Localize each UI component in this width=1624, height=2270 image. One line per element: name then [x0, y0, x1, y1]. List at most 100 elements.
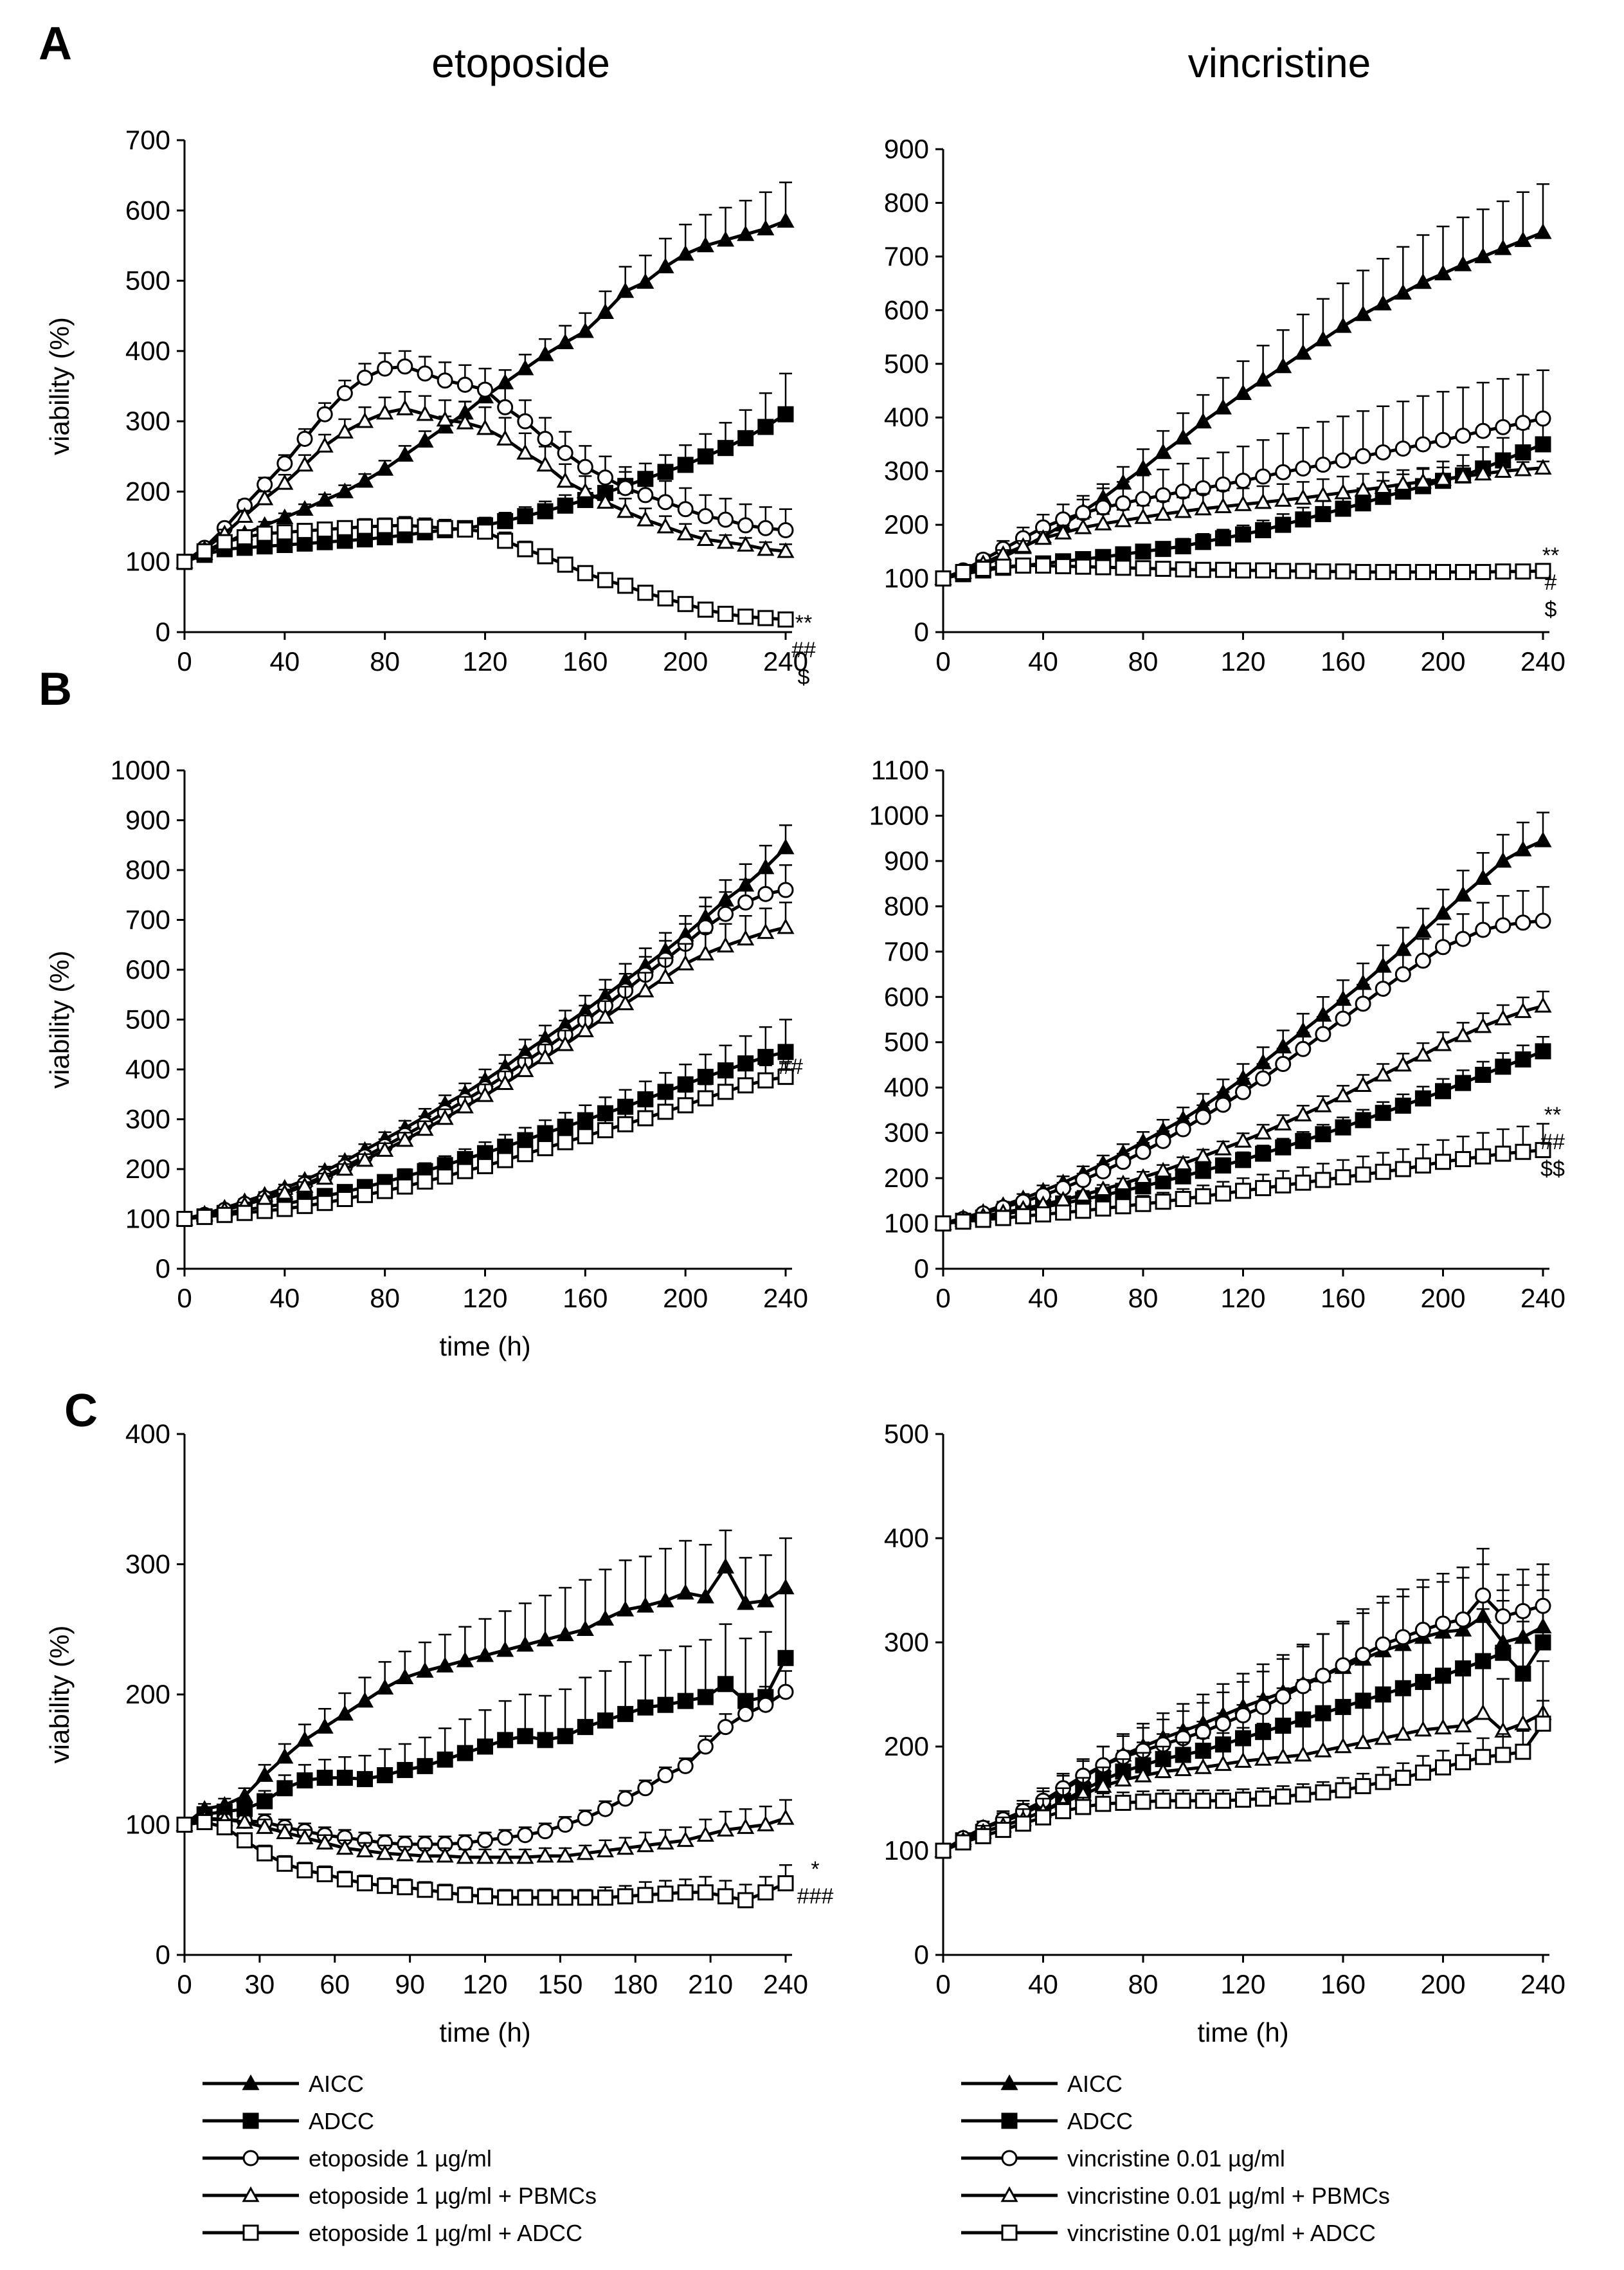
x-tick-label: 210 — [688, 1969, 733, 1999]
data-point — [176, 1211, 193, 1227]
legend-label: vincristine 0.01 µg/ml + PBMCs — [1067, 2183, 1390, 2209]
data-point — [1435, 939, 1451, 956]
y-tick-label: 0 — [156, 617, 170, 647]
data-point — [477, 523, 493, 540]
data-point — [1435, 1759, 1451, 1775]
data-point — [557, 1134, 573, 1150]
legend-label: ADCC — [309, 2108, 374, 2134]
data-point — [1515, 914, 1531, 931]
data-point — [757, 1049, 774, 1066]
data-point — [1214, 561, 1231, 578]
data-point — [296, 523, 313, 540]
data-point — [436, 1657, 454, 1673]
data-point — [497, 1830, 514, 1846]
data-point — [377, 1878, 393, 1894]
data-point — [1174, 502, 1192, 518]
x-tick-label: 240 — [763, 646, 808, 676]
significance-marker: $ — [798, 665, 810, 689]
data-point — [1515, 444, 1531, 460]
data-point — [737, 929, 755, 946]
data-point — [476, 419, 494, 435]
data-point — [1474, 247, 1492, 264]
y-tick-label: 200 — [884, 1731, 929, 1761]
x-tick-label: 240 — [1520, 1283, 1565, 1313]
data-point — [995, 558, 1011, 575]
x-tick-label: 40 — [1028, 646, 1058, 676]
data-point — [536, 1847, 554, 1863]
data-point — [1454, 885, 1472, 902]
data-point — [1195, 1163, 1211, 1179]
data-point — [557, 1728, 573, 1745]
y-tick-label: 300 — [125, 1549, 170, 1579]
data-point — [1515, 1743, 1531, 1760]
legend-marker — [1000, 2074, 1018, 2091]
data-point — [1174, 1154, 1192, 1170]
data-point — [1495, 1608, 1511, 1624]
data-point — [1235, 1152, 1251, 1168]
data-point — [1374, 478, 1392, 494]
data-point — [1374, 1066, 1392, 1082]
data-point — [1494, 239, 1512, 255]
series-square-open — [176, 1813, 794, 1909]
data-point — [1135, 1143, 1151, 1160]
data-point — [597, 1801, 613, 1817]
data-point — [677, 1693, 694, 1709]
data-point — [576, 1021, 594, 1037]
data-point — [1295, 511, 1312, 528]
data-point — [1015, 1208, 1031, 1224]
y-tick-label: 900 — [125, 805, 170, 835]
data-point — [1134, 508, 1152, 524]
data-point — [1175, 1191, 1191, 1207]
legend-etoposide: AICC ADCC etoposide 1 µg/ml etoposide 1 µg/… — [203, 2071, 597, 2246]
legend-marker — [242, 2150, 259, 2166]
data-point — [1275, 1688, 1292, 1705]
data-point — [577, 1810, 593, 1826]
data-point — [436, 1847, 454, 1863]
data-point — [257, 525, 273, 542]
data-point — [456, 1745, 473, 1761]
data-point — [1254, 1750, 1272, 1766]
data-point — [296, 1772, 313, 1789]
data-point — [1354, 1076, 1372, 1092]
data-point — [1494, 462, 1512, 478]
data-point — [676, 244, 694, 261]
data-point — [557, 444, 573, 461]
data-point — [1355, 1112, 1371, 1129]
data-point — [416, 1847, 434, 1863]
chart-b-etoposide: 0 100 200 300 400 500 600 700 800 900 1000 0 40 80 120… — [44, 755, 808, 1361]
data-point — [676, 954, 694, 970]
data-point — [356, 471, 374, 488]
data-point — [377, 518, 393, 534]
data-point — [656, 968, 674, 984]
series-line — [184, 413, 787, 564]
data-point — [757, 1815, 775, 1831]
legend-marker — [1001, 2150, 1018, 2166]
data-point — [1435, 1154, 1451, 1170]
data-point — [1535, 913, 1551, 929]
x-tick-label: 40 — [1028, 1969, 1058, 1999]
data-point — [777, 611, 794, 628]
data-point — [396, 446, 414, 462]
data-point — [477, 1158, 493, 1174]
data-point — [1434, 264, 1452, 280]
data-point — [1315, 563, 1331, 580]
data-point — [975, 1212, 991, 1228]
data-point — [1434, 903, 1452, 920]
data-point — [1434, 1035, 1452, 1051]
data-point — [737, 1055, 754, 1072]
data-point — [377, 1183, 393, 1199]
data-point — [1535, 1715, 1551, 1732]
data-point — [1494, 1010, 1512, 1026]
data-point — [1115, 1198, 1132, 1215]
data-point — [1174, 1760, 1192, 1776]
data-point — [935, 570, 952, 587]
data-point — [556, 1847, 574, 1863]
data-point — [537, 1889, 554, 1906]
data-point — [235, 507, 254, 523]
y-tick-label: 800 — [884, 187, 929, 217]
data-point — [477, 1888, 493, 1905]
data-point — [1455, 1151, 1472, 1167]
y-tick-label: 0 — [156, 1939, 170, 1970]
legend-label: ADCC — [1067, 2108, 1133, 2134]
